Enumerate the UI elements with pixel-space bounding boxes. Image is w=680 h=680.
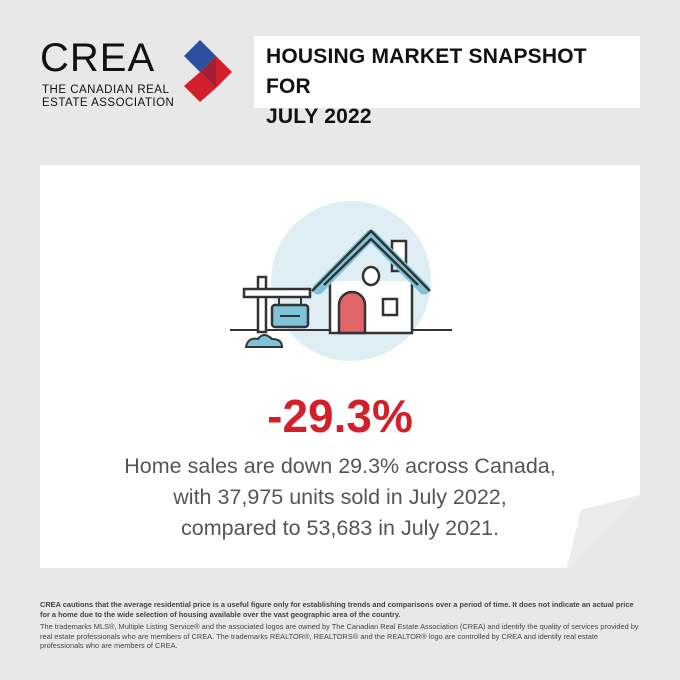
logo-wordmark: CREA xyxy=(40,36,156,80)
stat-description-line3: compared to 53,683 in July 2021. xyxy=(181,516,499,540)
stat-value: -29.3% xyxy=(267,390,413,442)
logo-subtitle: THE CANADIAN REAL ESTATE ASSOCIATION xyxy=(42,84,174,110)
crea-mark-icon xyxy=(184,40,232,102)
header-title-line2: JULY 2022 xyxy=(266,105,372,128)
stat-description-line1: Home sales are down 29.3% across Canada, xyxy=(124,454,556,478)
disclaimer-text: CREA cautions that the average residenti… xyxy=(40,600,634,619)
footer-disclaimer: CREA cautions that the average residenti… xyxy=(40,600,640,654)
card-background xyxy=(40,165,640,568)
logo-subtitle-line1: THE CANADIAN REAL xyxy=(42,84,170,96)
stat-description: Home sales are down 29.3% across Canada,… xyxy=(80,451,600,544)
header-title-line1: HOUSING MARKET SNAPSHOT FOR xyxy=(266,45,587,98)
stat-card: -29.3% Home sales are down 29.3% across … xyxy=(40,165,640,568)
trademark-text: The trademarks MLS®, Multiple Listing Se… xyxy=(40,622,639,650)
crea-logo: CREA THE CANADIAN REAL ESTATE ASSOCIATIO… xyxy=(40,36,240,116)
logo-subtitle-line2: ESTATE ASSOCIATION xyxy=(42,97,175,109)
house-with-sign-icon xyxy=(230,201,452,361)
header-title-box: HOUSING MARKET SNAPSHOT FOR JULY 2022 xyxy=(254,36,640,128)
stat-description-line2: with 37,975 units sold in July 2022, xyxy=(173,485,507,509)
